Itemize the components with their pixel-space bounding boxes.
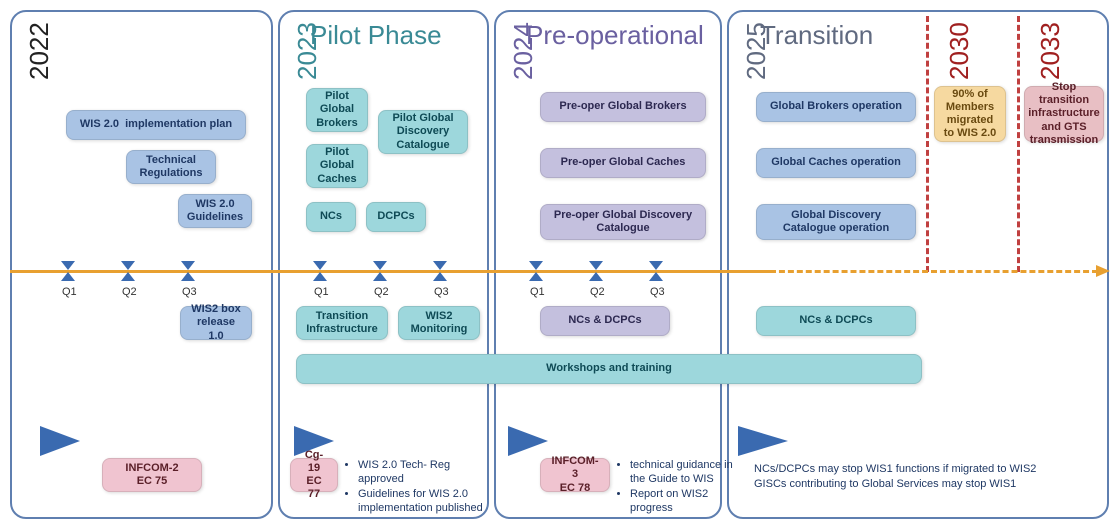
q-marker bbox=[589, 261, 603, 281]
box-ncs-dcpcs-24: NCs & DCPCs bbox=[540, 306, 670, 336]
q-label: Q3 bbox=[434, 286, 449, 298]
bullet-item: Guidelines for WIS 2.0 implementation pu… bbox=[358, 487, 494, 516]
note-line: GISCs contributing to Global Services ma… bbox=[754, 477, 1104, 492]
box-pilot-catalog: Pilot Global Discovery Catalogue bbox=[378, 110, 468, 154]
box-wis2-mon: WIS2 Monitoring bbox=[398, 306, 480, 340]
q-marker bbox=[313, 261, 327, 281]
milestone-marker bbox=[738, 426, 788, 456]
box-gdc-op: Global Discovery Catalogue operation bbox=[756, 204, 916, 240]
phase-pilot: Pilot Phase bbox=[310, 20, 442, 51]
box-impl-plan: WIS 2.0 implementation plan bbox=[66, 110, 246, 140]
q-label: Q1 bbox=[530, 286, 545, 298]
box-preop-catalog: Pre-oper Global Discovery Catalogue bbox=[540, 204, 706, 240]
q-marker bbox=[121, 261, 135, 281]
q-label: Q2 bbox=[590, 286, 605, 298]
box-dcpcs: DCPCs bbox=[366, 202, 426, 232]
q-label: Q2 bbox=[122, 286, 137, 298]
q-marker bbox=[181, 261, 195, 281]
q-marker bbox=[433, 261, 447, 281]
box-preop-brokers: Pre-oper Global Brokers bbox=[540, 92, 706, 122]
year-2030: 2030 bbox=[944, 22, 975, 80]
timeline-canvas: 2022 2023 2024 2025 2030 2033 Pilot Phas… bbox=[10, 10, 1109, 519]
q-label: Q1 bbox=[314, 286, 329, 298]
box-migrated90: 90% of Members migrated to WIS 2.0 bbox=[934, 86, 1006, 142]
divider-2033 bbox=[1017, 16, 1020, 272]
q-marker bbox=[529, 261, 543, 281]
box-guidelines: WIS 2.0 Guidelines bbox=[178, 194, 252, 228]
q-marker bbox=[373, 261, 387, 281]
q-label: Q3 bbox=[650, 286, 665, 298]
box-stop-trans: Stop transition infrastructure and GTS t… bbox=[1024, 86, 1104, 142]
box-gb-op: Global Brokers operation bbox=[756, 92, 916, 122]
q-marker bbox=[61, 261, 75, 281]
bullets-2023: WIS 2.0 Tech- Reg approved Guidelines fo… bbox=[344, 458, 494, 515]
phase-transition: Transition bbox=[760, 20, 873, 51]
bullet-item: WIS 2.0 Tech- Reg approved bbox=[358, 458, 494, 487]
milestone-marker bbox=[294, 426, 334, 456]
timeline-arrow bbox=[1096, 265, 1110, 277]
box-pilot-brokers: Pilot Global Brokers bbox=[306, 88, 368, 132]
milestone-marker bbox=[508, 426, 548, 456]
box-gc-op: Global Caches operation bbox=[756, 148, 916, 178]
box-infcom2: INFCOM-2 EC 75 bbox=[102, 458, 202, 492]
q-label: Q2 bbox=[374, 286, 389, 298]
box-wis2box: WIS2 box release 1.0 bbox=[180, 306, 252, 340]
note-line: NCs/DCPCs may stop WIS1 functions if mig… bbox=[754, 462, 1104, 477]
box-trans-infra: Transition Infrastructure bbox=[296, 306, 388, 340]
q-label: Q3 bbox=[182, 286, 197, 298]
milestone-marker bbox=[40, 426, 80, 456]
timeline-dashed bbox=[770, 270, 1098, 273]
box-tech-reg: Technical Regulations bbox=[126, 150, 216, 184]
bullet-item: technical guidance in the Guide to WIS bbox=[630, 458, 746, 487]
box-pilot-caches: Pilot Global Caches bbox=[306, 144, 368, 188]
bullets-2024: technical guidance in the Guide to WIS R… bbox=[616, 458, 746, 515]
q-label: Q1 bbox=[62, 286, 77, 298]
box-infcom3: INFCOM-3 EC 78 bbox=[540, 458, 610, 492]
phase-preop: Pre-operational bbox=[526, 20, 704, 51]
box-ncs-dcpcs-25: NCs & DCPCs bbox=[756, 306, 916, 336]
box-ncs: NCs bbox=[306, 202, 356, 232]
bullet-item: Report on WIS2 progress bbox=[630, 487, 746, 516]
year-2022: 2022 bbox=[24, 22, 55, 80]
q-marker bbox=[649, 261, 663, 281]
box-workshops: Workshops and training bbox=[296, 354, 922, 384]
note-2025: NCs/DCPCs may stop WIS1 functions if mig… bbox=[754, 462, 1104, 492]
divider-2030 bbox=[926, 16, 929, 272]
box-cg19: Cg-19 EC 77 bbox=[290, 458, 338, 492]
year-2033: 2033 bbox=[1035, 22, 1066, 80]
box-preop-caches: Pre-oper Global Caches bbox=[540, 148, 706, 178]
